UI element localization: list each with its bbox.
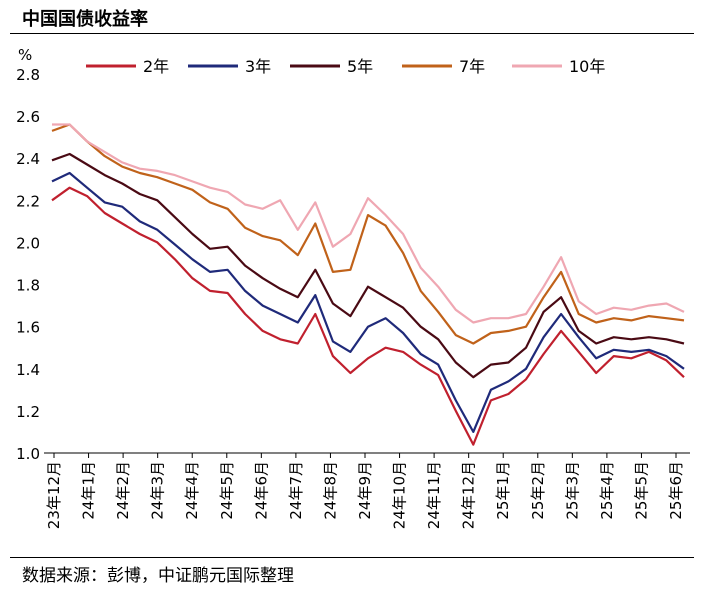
x-tick-label: 24年11月 xyxy=(425,461,443,529)
chart-title: 中国国债收益率 xyxy=(22,9,148,30)
x-tick-label: 24年9月 xyxy=(356,461,374,520)
y-axis-label: % xyxy=(18,46,32,64)
legend-label: 3年 xyxy=(245,57,271,76)
series-line-2年 xyxy=(51,186,685,446)
series-line-10年 xyxy=(52,123,685,324)
y-tick-label: 1.6 xyxy=(16,319,40,337)
y-tick-label: 1.0 xyxy=(16,445,40,463)
legend-label: 7年 xyxy=(459,57,485,76)
x-tick-label: 23年12月 xyxy=(45,461,63,529)
x-tick-label: 25年2月 xyxy=(529,461,547,520)
y-tick-label: 2.2 xyxy=(16,192,40,210)
x-tick-label: 25年6月 xyxy=(667,461,685,520)
legend-label: 2年 xyxy=(143,57,169,76)
x-tick-label: 24年2月 xyxy=(114,461,132,520)
y-tick-label: 1.4 xyxy=(16,361,40,379)
y-tick-label: 1.2 xyxy=(16,403,40,421)
x-tick-label: 24年4月 xyxy=(183,461,201,520)
x-axis: 23年12月 24年1月 24年2月 24年3月 24年4月 24年5月 24年6月 24年7… xyxy=(44,452,690,529)
x-tick-label: 24年1月 xyxy=(80,461,98,520)
y-tick-label: 2.6 xyxy=(16,108,40,126)
y-axis: 1.0 1.2 1.4 1.6 1.8 2.0 2.2 2.4 2.6 2.8 xyxy=(16,66,40,463)
x-tick-label: 24年7月 xyxy=(287,461,305,520)
series-line-7年 xyxy=(51,123,685,345)
source-note: 数据来源：彭博，中证鹏元国际整理 xyxy=(22,566,294,586)
x-tick-label: 25年3月 xyxy=(563,461,581,520)
series-line-3年 xyxy=(51,171,685,433)
x-tick-label: 24年12月 xyxy=(460,461,478,529)
x-tick-label: 25年5月 xyxy=(632,461,650,520)
x-tick-label: 24年8月 xyxy=(321,461,339,520)
x-tick-label: 24年10月 xyxy=(391,461,409,529)
y-tick-label: 1.8 xyxy=(16,277,40,295)
x-tick-label: 24年3月 xyxy=(149,461,167,520)
y-tick-label: 2.0 xyxy=(16,234,40,252)
legend: 2年 3年 5年 7年 10年 xyxy=(86,57,605,76)
legend-label: 5年 xyxy=(347,57,373,76)
legend-label: 10年 xyxy=(569,57,605,76)
series-line-5年 xyxy=(51,152,685,379)
x-tick-label: 25年4月 xyxy=(598,461,616,520)
plot-area xyxy=(51,123,685,446)
source-rule xyxy=(10,557,694,558)
x-tick-label: 25年1月 xyxy=(494,461,512,520)
y-tick-label: 2.8 xyxy=(16,66,40,84)
y-tick-label: 2.4 xyxy=(16,150,40,168)
x-tick-label: 24年6月 xyxy=(252,461,270,520)
x-tick-label: 24年5月 xyxy=(218,461,236,520)
title-rule xyxy=(10,33,694,34)
